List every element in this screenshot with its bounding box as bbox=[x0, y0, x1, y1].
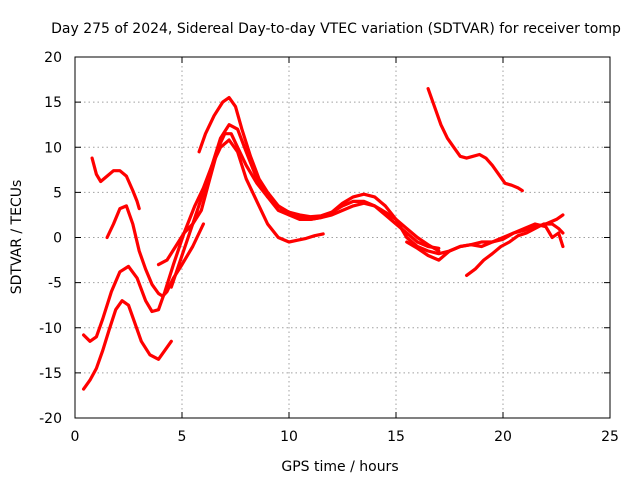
series-line-arc-1 bbox=[90, 156, 141, 211]
tick-layer: 0 5 10 15 20 25 -20 -15 -10 -5 0 5 10 15 20 bbox=[39, 50, 619, 445]
series-line-arc-8 bbox=[405, 222, 565, 262]
y-tick-label: -5 bbox=[48, 276, 62, 292]
y-tick-label: -15 bbox=[39, 366, 62, 382]
y-tick-label: 0 bbox=[53, 231, 62, 247]
y-tick-label: 5 bbox=[53, 185, 62, 201]
chart-title: Day 275 of 2024, Sidereal Day-to-day VTE… bbox=[51, 21, 621, 37]
grid-layer bbox=[75, 57, 610, 418]
y-tick-label: 20 bbox=[44, 50, 62, 66]
x-tick-label: 10 bbox=[280, 429, 298, 445]
series-line-arc-2 bbox=[105, 204, 205, 298]
x-tick-label: 20 bbox=[494, 429, 512, 445]
x-tick-label: 25 bbox=[601, 429, 619, 445]
series-line-arc-10 bbox=[426, 86, 524, 193]
x-tick-label: 5 bbox=[178, 429, 187, 445]
y-axis-label: SDTVAR / TECUs bbox=[9, 180, 25, 295]
series-line-arc-9 bbox=[465, 222, 565, 277]
y-tick-label: -20 bbox=[39, 411, 62, 427]
series-line-arc-4 bbox=[81, 299, 173, 391]
y-tick-label: 10 bbox=[44, 140, 62, 156]
y-tick-label: 15 bbox=[44, 95, 62, 111]
series-line-arc-7 bbox=[169, 123, 565, 289]
x-tick-label: 15 bbox=[387, 429, 405, 445]
x-tick-label: 0 bbox=[71, 429, 80, 445]
series-line-arc-3 bbox=[81, 138, 325, 343]
y-tick-label: -10 bbox=[39, 321, 62, 337]
series-layer bbox=[81, 86, 565, 391]
x-axis-label: GPS time / hours bbox=[281, 459, 398, 475]
